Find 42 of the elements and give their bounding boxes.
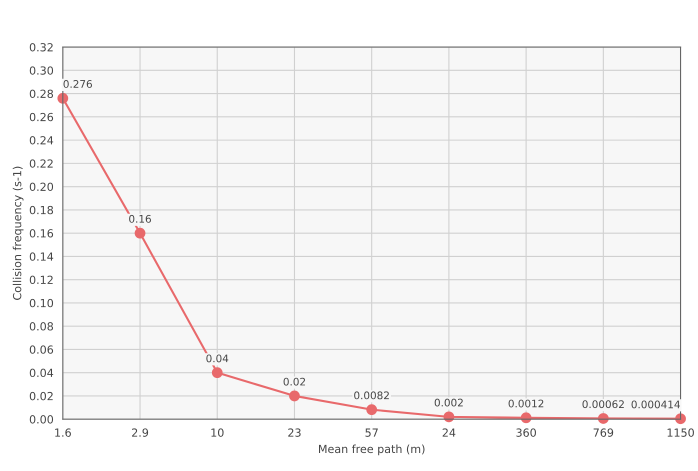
- y-tick-label: 0.32: [30, 43, 53, 52]
- data-label: 0.276: [64, 80, 92, 88]
- data-label: 0.00062: [582, 400, 624, 408]
- y-tick-label: 0.04: [30, 368, 54, 378]
- y-tick-label: 0.12: [30, 276, 53, 284]
- y-tick-label: 0.20: [30, 182, 54, 192]
- y-tick-label: 0.00: [30, 415, 54, 424]
- y-tick-label: 0.08: [30, 322, 54, 331]
- x-tick-label: 1150: [668, 428, 694, 437]
- y-tick-label: 0.14: [30, 252, 54, 261]
- point: [134, 228, 146, 239]
- data-label: 0.0082: [354, 391, 389, 400]
- y-tick-label: 0.26: [30, 112, 54, 122]
- y-tick-label: 0.16: [30, 229, 54, 238]
- y-tick-label: 0.18: [30, 206, 54, 214]
- data-label: 0.000414: [632, 400, 680, 408]
- data-label: 0.02: [284, 378, 306, 386]
- data-label: 0.002: [434, 398, 463, 407]
- x-axis-title: Mean free path (m): [319, 444, 424, 456]
- y-tick-label: 0.10: [30, 298, 54, 308]
- data-label: 0.04: [206, 354, 228, 362]
- x-tick-label: 24: [442, 428, 456, 437]
- x-tick-label: 23: [288, 428, 301, 437]
- x-tick-label: 2.9: [132, 428, 148, 437]
- x-tick-label: 360: [516, 428, 536, 437]
- data-label: 0.0012: [508, 400, 544, 408]
- point: [212, 367, 223, 378]
- point: [289, 390, 300, 402]
- y-tick-label: 0.06: [30, 345, 54, 354]
- point: [366, 404, 378, 416]
- y-axis-title: Collision frequency (s-1): [12, 166, 24, 300]
- x-tick-label: 57: [365, 428, 378, 437]
- x-tick-label: 769: [594, 428, 614, 437]
- data-label: 0.16: [129, 214, 151, 223]
- x-tick-label: 10: [211, 428, 224, 437]
- point: [444, 411, 454, 422]
- y-tick-label: 0.02: [30, 392, 53, 400]
- y-tick-label: 0.22: [30, 159, 53, 168]
- x-tick-label: 1.6: [55, 428, 71, 437]
- y-tick-label: 0.28: [30, 90, 54, 98]
- y-tick-label: 0.30: [30, 66, 54, 75]
- y-tick-label: 0.24: [30, 136, 54, 144]
